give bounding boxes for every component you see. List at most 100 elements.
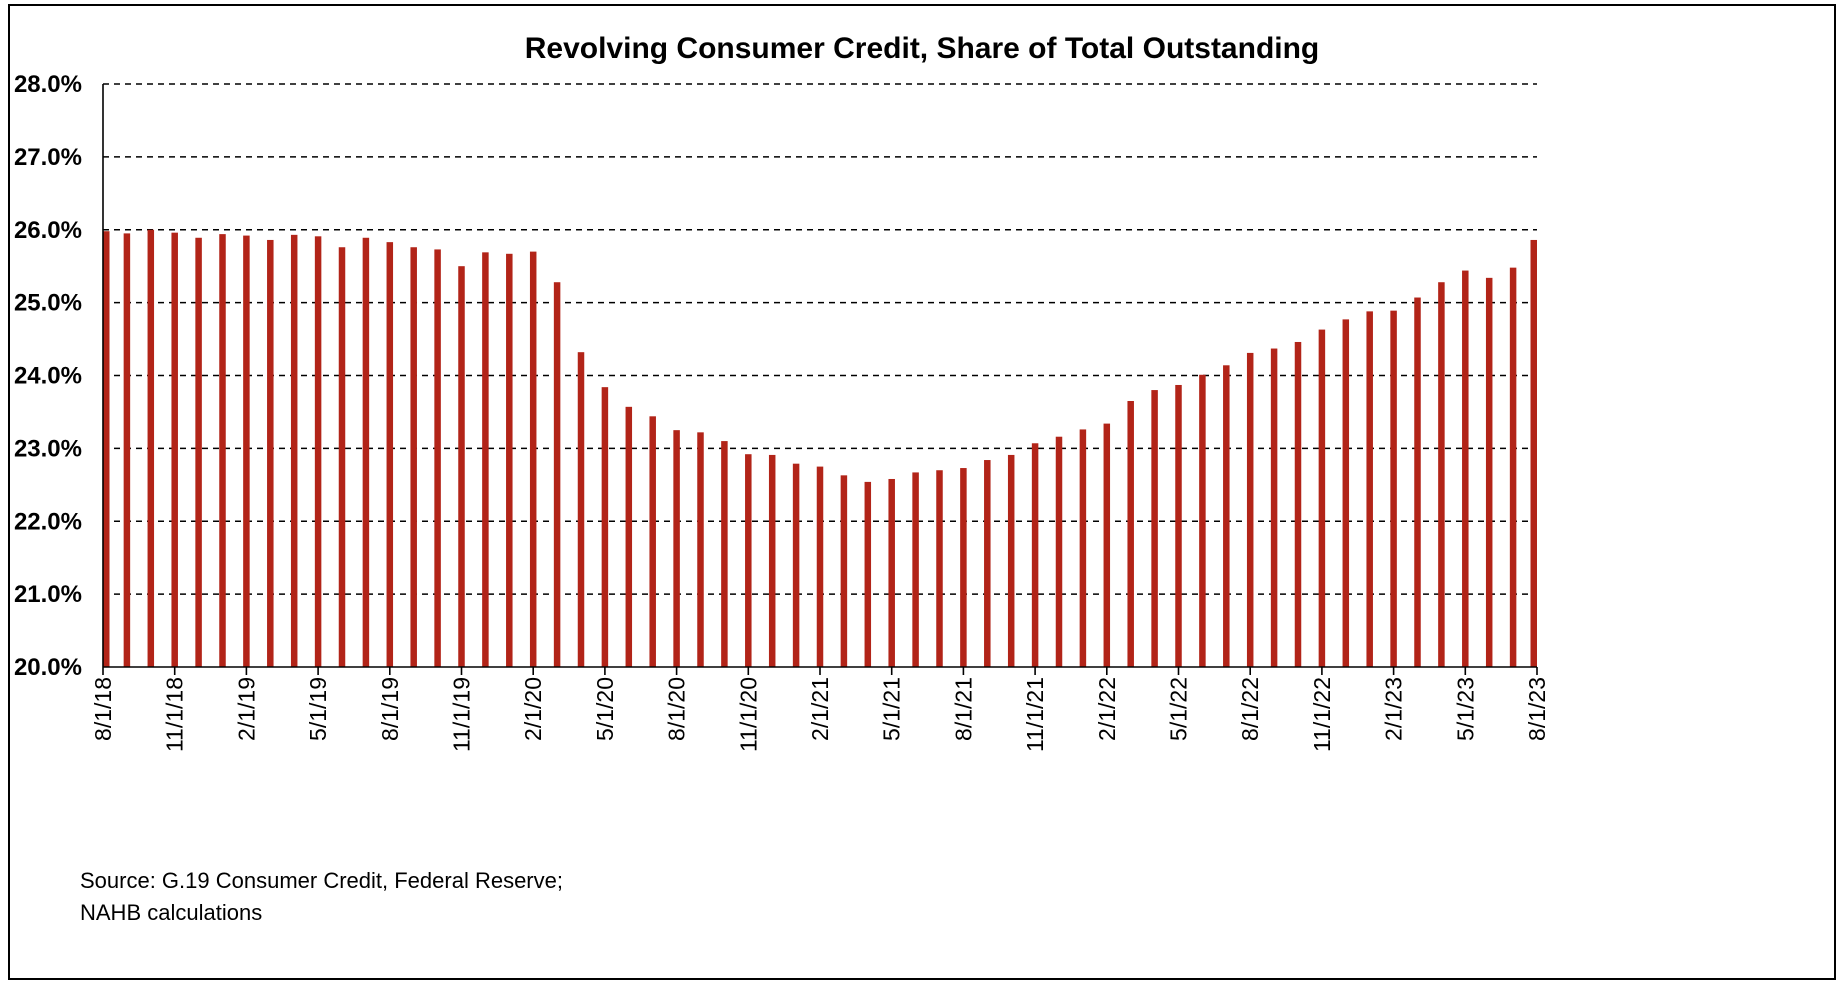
bar xyxy=(601,387,609,667)
y-tick-label: 27.0% xyxy=(14,144,82,171)
bar xyxy=(936,470,943,667)
y-axis-tick-labels: 20.0% 21.0% 22.0% 23.0% 24.0% 25.0% 26.0% 27.0%… xyxy=(14,71,82,681)
bar xyxy=(314,236,322,667)
bar xyxy=(1318,329,1326,667)
bar xyxy=(123,233,131,668)
bar xyxy=(1151,390,1158,667)
bar xyxy=(697,432,704,667)
bar xyxy=(267,239,274,667)
bar xyxy=(960,468,967,667)
y-tick-label: 23.0% xyxy=(14,435,82,462)
bar xyxy=(721,441,728,667)
bar xyxy=(362,237,370,668)
bar xyxy=(410,247,417,668)
bar xyxy=(529,251,537,668)
x-tick-label: 11/1/21 xyxy=(1022,677,1048,752)
bar xyxy=(1055,436,1063,667)
y-tick-label: 24.0% xyxy=(14,363,82,390)
bar xyxy=(290,234,298,667)
y-tick-label: 22.0% xyxy=(14,508,82,535)
bar xyxy=(912,472,919,667)
x-tick-label: 11/1/18 xyxy=(162,677,188,752)
y-tick-label: 20.0% xyxy=(14,654,82,681)
bar xyxy=(745,454,752,667)
bar xyxy=(1462,270,1469,667)
x-tick-label: 2/1/20 xyxy=(520,677,546,741)
bar xyxy=(1485,277,1493,667)
axes xyxy=(102,84,1538,675)
bar xyxy=(984,460,991,667)
bar xyxy=(1079,429,1087,667)
bar xyxy=(816,466,824,667)
y-tick-label: 28.0% xyxy=(14,71,82,98)
bar xyxy=(1530,239,1537,667)
chart-title: Revolving Consumer Credit, Share of Tota… xyxy=(525,32,1320,65)
bar xyxy=(768,454,776,667)
bar xyxy=(195,237,202,668)
bar xyxy=(1175,384,1182,667)
x-tick-label: 8/1/23 xyxy=(1524,677,1550,741)
x-tick-label: 11/1/22 xyxy=(1309,677,1335,752)
bar xyxy=(219,234,226,667)
x-tick-label: 11/1/20 xyxy=(735,677,761,752)
x-tick-label: 8/1/20 xyxy=(664,677,690,741)
bar xyxy=(103,231,110,667)
bar xyxy=(1438,282,1445,667)
bars xyxy=(103,229,1537,668)
bar xyxy=(864,481,872,667)
bar xyxy=(577,352,585,667)
bar xyxy=(625,406,633,667)
bar xyxy=(1390,310,1397,667)
bar xyxy=(1342,319,1350,667)
x-tick-label: 11/1/19 xyxy=(449,677,475,752)
x-tick-label: 8/1/19 xyxy=(377,677,403,741)
bar xyxy=(434,249,441,667)
bar xyxy=(1509,267,1517,667)
bar xyxy=(386,242,394,668)
source-line: Source: G.19 Consumer Credit, Federal Re… xyxy=(80,868,563,893)
x-tick-label: 5/1/22 xyxy=(1166,677,1192,741)
bar xyxy=(338,247,346,668)
x-tick-label: 8/1/22 xyxy=(1237,677,1263,741)
bar xyxy=(888,478,895,667)
bar xyxy=(1007,454,1015,667)
y-tick-label: 21.0% xyxy=(14,581,82,608)
bar-chart: Revolving Consumer Credit, Share of Tota… xyxy=(14,32,1550,925)
bar xyxy=(1127,401,1134,667)
bar xyxy=(1223,365,1230,667)
bar xyxy=(1031,443,1039,667)
bar xyxy=(458,266,465,667)
x-tick-label: 5/1/20 xyxy=(592,677,618,741)
bar xyxy=(1246,352,1254,667)
x-tick-label: 5/1/21 xyxy=(879,677,905,741)
bar xyxy=(147,229,155,667)
x-tick-label: 2/1/22 xyxy=(1094,677,1120,741)
bar xyxy=(1366,311,1373,667)
bar xyxy=(243,235,250,667)
bar xyxy=(482,252,489,667)
x-tick-label: 2/1/23 xyxy=(1381,677,1407,741)
source-line: NAHB calculations xyxy=(80,900,262,925)
x-tick-label: 8/1/18 xyxy=(90,677,116,741)
bar xyxy=(1199,374,1206,667)
bar xyxy=(840,475,848,667)
bar xyxy=(673,430,680,667)
y-tick-label: 26.0% xyxy=(14,217,82,244)
bar xyxy=(1294,341,1302,667)
bar xyxy=(506,253,513,667)
x-tick-label: 5/1/23 xyxy=(1452,677,1478,741)
y-tick-label: 25.0% xyxy=(14,290,82,317)
bar xyxy=(649,416,656,667)
chart-frame: Revolving Consumer Credit, Share of Tota… xyxy=(8,4,1836,980)
x-tick-label: 2/1/19 xyxy=(233,677,259,741)
x-tick-label: 2/1/21 xyxy=(807,677,833,741)
bar xyxy=(171,232,178,668)
x-axis-tick-labels: 8/1/18 11/1/18 2/1/19 5/1/19 8/1/19 11/1/19 2/… xyxy=(90,677,1550,752)
bar xyxy=(553,282,561,667)
x-tick-label: 5/1/19 xyxy=(305,677,331,741)
x-tick-label: 8/1/21 xyxy=(950,677,976,741)
bar xyxy=(1270,348,1278,667)
source-note: Source: G.19 Consumer Credit, Federal Re… xyxy=(80,868,563,925)
bar xyxy=(1103,423,1111,667)
bar xyxy=(792,463,800,667)
